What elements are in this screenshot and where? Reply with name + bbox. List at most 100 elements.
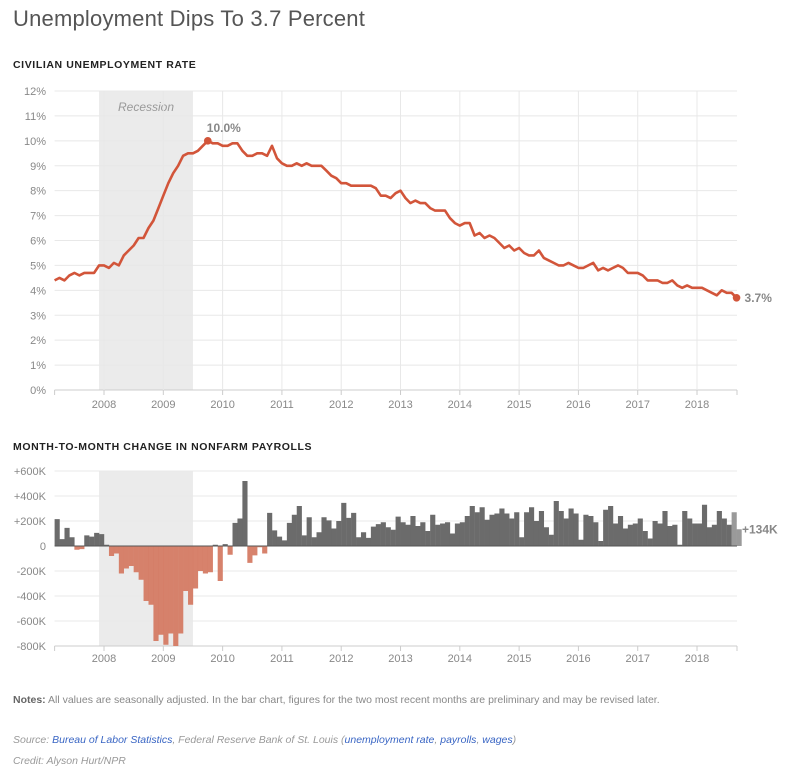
x-tick-label: 2011: [270, 653, 294, 665]
payroll-bar: [484, 519, 490, 546]
payroll-bar: [509, 518, 515, 546]
annotation-dot: [732, 294, 741, 302]
payroll-bar: [311, 537, 317, 546]
x-tick-label: 2012: [329, 399, 353, 411]
payroll-bar: [341, 502, 347, 546]
payroll-bar: [711, 524, 717, 546]
payroll-bar: [192, 546, 199, 589]
y-tick-label: 8%: [30, 186, 46, 198]
link-wages[interactable]: wages: [482, 734, 513, 746]
payroll-bar: [736, 529, 742, 546]
y-tick-label: 6%: [30, 236, 46, 248]
x-tick-label: 2016: [566, 653, 590, 665]
payroll-bar: [642, 531, 648, 546]
payroll-bar: [321, 517, 327, 546]
payroll-bar: [400, 522, 406, 546]
payroll-bar: [603, 509, 609, 546]
x-tick-label: 2017: [625, 653, 649, 665]
annotation-dot: [203, 137, 212, 145]
payroll-bar: [99, 534, 105, 546]
payroll-bar: [365, 537, 372, 546]
link-payrolls[interactable]: payrolls: [440, 734, 477, 746]
payroll-bar: [504, 513, 510, 546]
notes: Notes: All values are seasonally adjuste…: [13, 694, 660, 706]
payroll-bar: [464, 516, 470, 546]
payroll-bar: [306, 517, 312, 546]
payroll-bar: [133, 546, 139, 573]
y-tick-label: 12%: [24, 86, 46, 98]
payroll-bar: [721, 518, 727, 546]
y-tick-label: 0: [40, 541, 46, 553]
payroll-bar: [474, 512, 480, 546]
payroll-bar: [519, 537, 525, 546]
latest-label: 3.7%: [745, 291, 773, 305]
source-label: Source:: [13, 734, 53, 746]
payroll-bar: [479, 507, 485, 546]
y-tick-label: 2%: [30, 335, 46, 347]
payroll-bar: [548, 534, 554, 546]
payroll-bar: [123, 546, 129, 569]
payroll-bar: [286, 522, 292, 546]
payroll-bar: [212, 544, 218, 546]
payroll-bar: [148, 546, 154, 605]
x-tick-label: 2014: [448, 399, 472, 411]
payroll-bar: [276, 536, 283, 546]
x-tick-label: 2009: [151, 653, 175, 665]
charts-canvas: Recession 0% 1% 2% 3% 4% 5% 6% 7% 8% 9% 10% 11% 12% 20…: [14, 86, 778, 665]
x-tick-label: 2017: [625, 399, 649, 411]
payroll-bar: [469, 506, 475, 546]
payroll-bar: [79, 546, 85, 550]
payroll-bar: [553, 501, 559, 546]
payroll-bar: [425, 531, 431, 546]
payroll-bar: [667, 526, 673, 546]
payroll-bar: [449, 533, 456, 546]
link-unemployment-rate[interactable]: unemployment rate: [344, 734, 435, 746]
y-tick-label: +200K: [14, 516, 47, 528]
payroll-bar: [207, 546, 213, 573]
payroll-bar: [568, 508, 574, 546]
payroll-bar: [163, 546, 169, 645]
latest-payroll-label: +134K: [742, 522, 778, 536]
notes-text: All values are seasonally adjusted. In t…: [45, 694, 660, 706]
payroll-bar: [143, 546, 149, 601]
payroll-bar: [242, 481, 248, 546]
payroll-bar: [598, 541, 604, 546]
payroll-bar: [672, 524, 678, 546]
x-tick-label: 2018: [685, 399, 709, 411]
y-tick-label: -800K: [17, 641, 47, 653]
payroll-bar: [94, 532, 100, 546]
payroll-bar: [538, 511, 545, 546]
payroll-bar: [232, 522, 238, 546]
source-end: ): [512, 734, 517, 746]
payroll-bar: [514, 512, 520, 546]
payroll-bar: [632, 523, 638, 546]
payroll-bar: [188, 546, 194, 605]
link-bls[interactable]: Bureau of Labor Statistics: [52, 734, 173, 746]
x-tick-label: 2010: [210, 399, 234, 411]
payroll-bar: [489, 514, 495, 546]
y-tick-label: 3%: [30, 310, 46, 322]
payroll-bar: [252, 546, 258, 556]
payroll-bar: [533, 521, 540, 546]
payroll-bar: [578, 539, 584, 546]
payroll-bar: [543, 527, 549, 546]
credit: Credit: Alyson Hurt/NPR: [13, 755, 126, 767]
x-tick-label: 2018: [685, 653, 709, 665]
payroll-bar: [104, 544, 110, 546]
payroll-bar: [385, 527, 391, 546]
payroll-bar: [583, 514, 589, 546]
payroll-bar: [217, 546, 223, 581]
payroll-bar: [153, 546, 159, 641]
payroll-bar: [375, 524, 381, 546]
payroll-bar: [593, 522, 599, 546]
y-tick-label: 4%: [30, 285, 46, 297]
payroll-bar: [291, 514, 297, 546]
payroll-bar: [415, 526, 421, 546]
payroll-bar: [351, 512, 357, 546]
y-tick-label: 0%: [30, 385, 46, 397]
payroll-bar: [420, 522, 426, 546]
payroll-bar: [558, 511, 564, 546]
payroll-bar: [54, 519, 60, 546]
payroll-bar: [118, 546, 124, 574]
notes-label: Notes:: [13, 694, 46, 706]
